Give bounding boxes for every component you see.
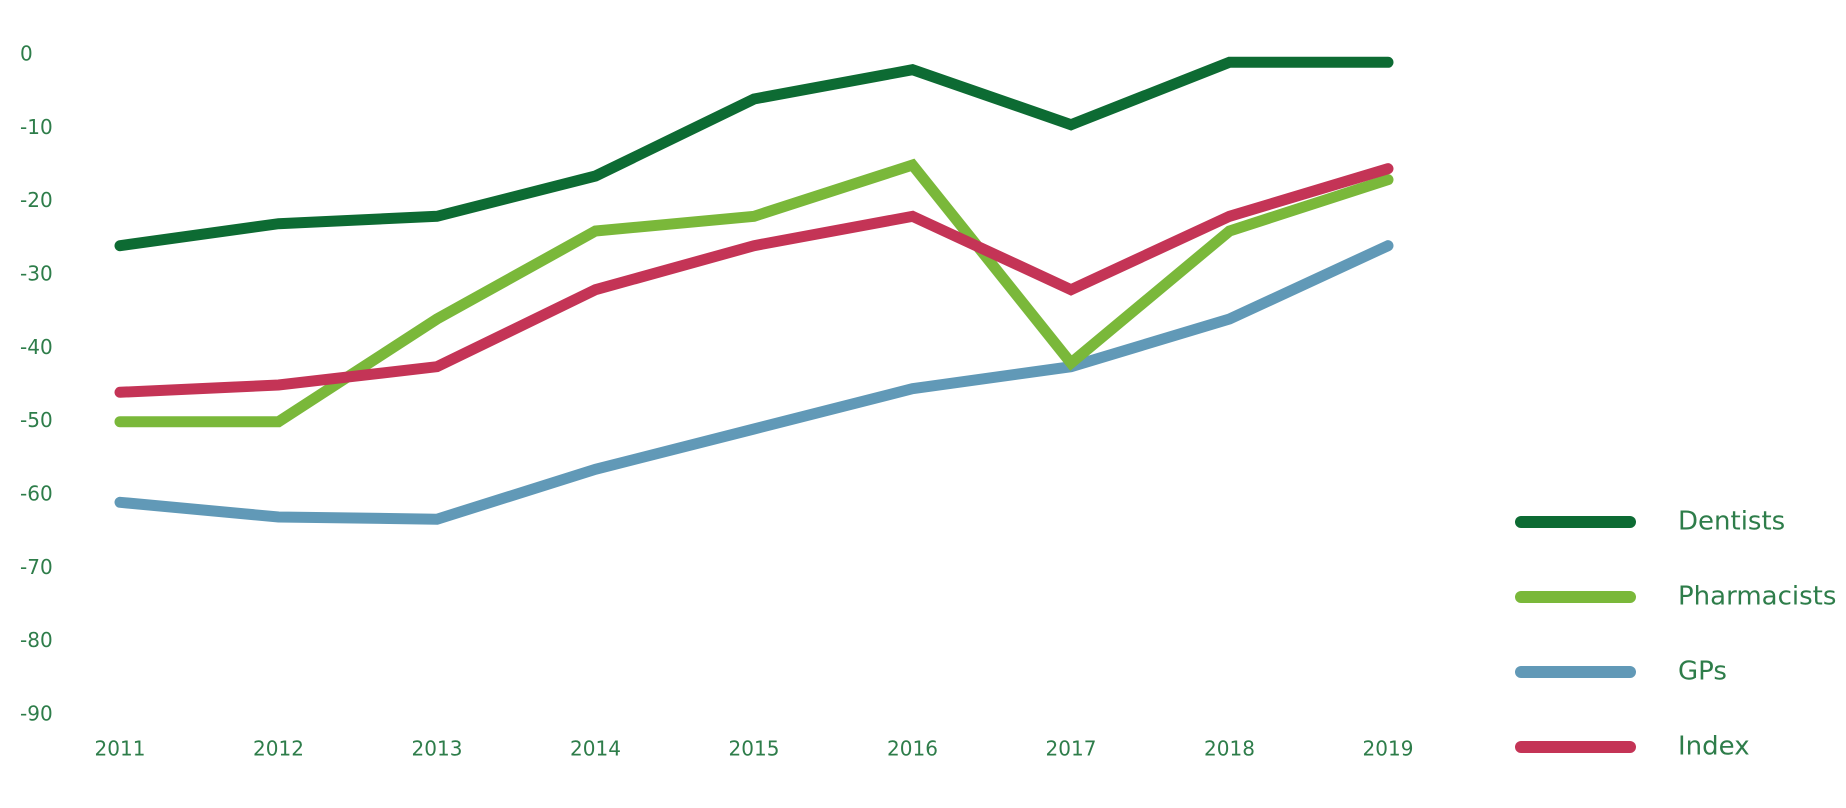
x-tick-label: 2015 [729, 737, 780, 761]
y-tick-label: -90 [20, 702, 53, 726]
y-tick-label: -10 [20, 115, 53, 139]
legend-item-gps: GPs [1515, 657, 1727, 687]
x-tick-label: 2019 [1363, 737, 1414, 761]
x-tick-label: 2013 [412, 737, 463, 761]
y-tick-label: -40 [20, 335, 53, 359]
legend: Dentists Pharmacists GPs Index [1515, 507, 1836, 762]
legend-item-index: Index [1515, 732, 1750, 762]
x-tick-label: 2011 [95, 737, 146, 761]
x-tick-label: 2012 [253, 737, 304, 761]
series-line-pharmacists [114, 158, 1394, 428]
x-tick-label: 2018 [1204, 737, 1255, 761]
legend-label: Dentists [1678, 507, 1785, 537]
legend-label: Pharmacists [1678, 582, 1836, 612]
series-line-index [114, 163, 1394, 398]
y-tick-label: -30 [20, 262, 53, 286]
y-tick-label: -70 [20, 555, 53, 579]
y-tick-label: -60 [20, 482, 53, 506]
legend-item-dentists: Dentists [1515, 507, 1785, 537]
y-tick-label: 0 [20, 42, 33, 66]
series-line-dentists [114, 56, 1394, 252]
y-tick-label: -20 [20, 188, 53, 212]
series-line-gps [114, 240, 1394, 525]
y-tick-label: -80 [20, 628, 53, 652]
legend-item-pharmacists: Pharmacists [1515, 582, 1836, 612]
x-tick-label: 2017 [1046, 737, 1097, 761]
x-tick-label: 2014 [570, 737, 621, 761]
x-axis-ticks: 2011 2012 2013 2014 2015 2016 2017 2018 2019 [95, 737, 1414, 761]
legend-label: Index [1678, 732, 1750, 762]
y-tick-label: -50 [20, 408, 53, 432]
y-axis-ticks: 0 -10 -20 -30 -40 -50 -60 -70 -80 -90 [20, 42, 53, 726]
x-tick-label: 2016 [887, 737, 938, 761]
series-lines [114, 56, 1394, 525]
legend-label: GPs [1678, 657, 1727, 687]
